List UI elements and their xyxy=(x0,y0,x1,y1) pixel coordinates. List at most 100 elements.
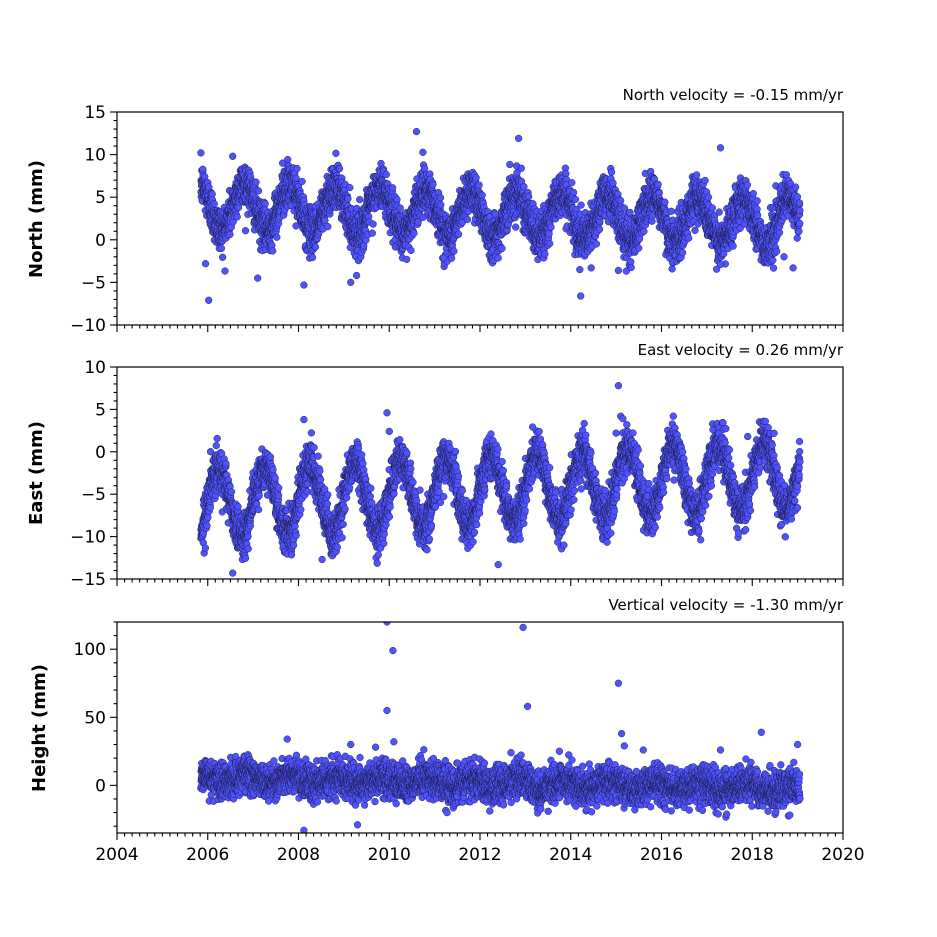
data-point xyxy=(199,165,207,173)
east-velocity-title: East velocity = 0.26 mm/yr xyxy=(638,341,844,359)
y-tick-label: −5 xyxy=(81,273,106,293)
data-point xyxy=(450,247,458,255)
data-point xyxy=(201,260,210,268)
data-point xyxy=(436,194,445,202)
data-point xyxy=(269,247,277,255)
north-panel: North velocity = -0.15 mm/yr North (mm) … xyxy=(26,86,844,336)
data-point xyxy=(520,183,528,191)
data-point xyxy=(796,219,804,228)
east-points xyxy=(197,382,804,577)
data-point xyxy=(273,233,281,241)
data-point xyxy=(587,264,595,272)
data-point xyxy=(308,253,317,262)
data-point xyxy=(704,193,713,201)
data-point xyxy=(691,226,699,234)
data-point xyxy=(478,191,486,199)
data-point xyxy=(475,181,483,189)
data-point xyxy=(369,220,377,228)
y-tick-label: 15 xyxy=(84,103,106,123)
data-point xyxy=(229,152,237,160)
data-point xyxy=(753,197,761,205)
data-point xyxy=(547,223,555,231)
data-point xyxy=(221,267,229,275)
data-point xyxy=(791,183,800,191)
data-point xyxy=(729,242,737,250)
data-point xyxy=(793,234,801,242)
data-point xyxy=(241,227,250,235)
data-point xyxy=(210,200,218,208)
data-point xyxy=(506,160,514,169)
data-point xyxy=(412,127,421,136)
data-point xyxy=(298,177,306,186)
data-point xyxy=(407,246,415,255)
data-point xyxy=(716,144,725,152)
data-point xyxy=(197,149,205,157)
data-point xyxy=(463,215,472,224)
north-velocity-title: North velocity = -0.15 mm/yr xyxy=(623,86,844,104)
data-point xyxy=(218,253,227,261)
data-point xyxy=(368,229,376,237)
data-point xyxy=(708,204,716,212)
data-point xyxy=(627,263,635,272)
data-point xyxy=(205,296,213,304)
data-point xyxy=(393,195,401,204)
data-point xyxy=(514,134,523,143)
data-point xyxy=(335,164,344,173)
data-point xyxy=(252,178,260,186)
data-point xyxy=(382,170,390,179)
data-point xyxy=(678,248,687,257)
data-point xyxy=(609,179,617,187)
data-point xyxy=(254,187,263,195)
data-point xyxy=(437,201,445,209)
data-point xyxy=(577,292,585,300)
data-point xyxy=(635,244,643,252)
data-point xyxy=(789,264,797,272)
data-point xyxy=(512,223,520,231)
data-point xyxy=(420,164,429,173)
data-point xyxy=(332,149,340,157)
data-point xyxy=(410,229,418,237)
east-panel: East velocity = 0.26 mm/yr East (mm) −15… xyxy=(26,341,844,590)
data-point xyxy=(396,204,404,212)
data-point xyxy=(494,254,502,262)
data-point xyxy=(692,171,701,179)
data-point xyxy=(577,201,585,209)
data-point xyxy=(293,164,301,173)
data-point xyxy=(541,250,549,258)
data-point xyxy=(517,164,525,172)
data-point xyxy=(640,227,648,236)
data-point xyxy=(769,264,778,272)
data-point xyxy=(749,189,757,198)
data-point xyxy=(716,260,725,269)
data-point xyxy=(569,188,578,197)
data-point xyxy=(403,255,411,264)
data-point xyxy=(498,244,506,253)
data-point xyxy=(525,192,533,201)
data-point xyxy=(793,193,802,201)
data-point xyxy=(440,254,448,262)
data-point xyxy=(208,190,216,198)
data-point xyxy=(226,230,234,239)
data-point xyxy=(278,159,287,167)
data-point xyxy=(568,179,576,187)
data-point xyxy=(217,244,226,253)
data-point xyxy=(743,181,752,189)
data-point xyxy=(472,174,480,182)
data-point xyxy=(429,181,437,189)
y-tick-label: 10 xyxy=(84,146,106,166)
data-point xyxy=(795,199,804,207)
data-point xyxy=(352,271,361,280)
data-point xyxy=(773,247,781,256)
data-point xyxy=(344,195,352,203)
data-point xyxy=(614,266,623,275)
data-point xyxy=(571,195,580,204)
data-point xyxy=(491,210,499,218)
data-point xyxy=(300,281,308,289)
data-point xyxy=(626,208,634,217)
data-point xyxy=(545,230,553,238)
data-point xyxy=(311,243,320,251)
data-point xyxy=(454,230,463,238)
data-point xyxy=(780,253,788,261)
y-tick-label: −10 xyxy=(70,316,106,336)
